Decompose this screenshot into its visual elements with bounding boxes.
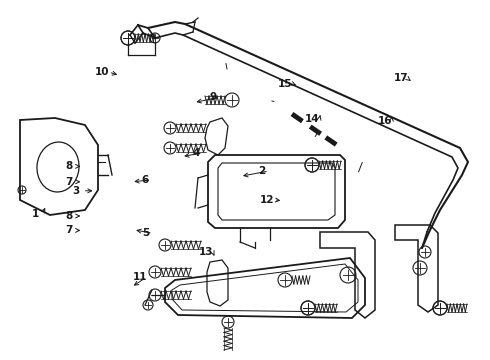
Text: 5: 5	[143, 228, 149, 238]
Text: 11: 11	[132, 272, 147, 282]
Text: 9: 9	[210, 92, 217, 102]
Text: 17: 17	[393, 73, 408, 84]
Text: 8: 8	[65, 161, 72, 171]
Text: 7: 7	[65, 177, 73, 187]
Text: 15: 15	[278, 78, 293, 89]
Text: 10: 10	[95, 67, 109, 77]
Text: 16: 16	[377, 116, 392, 126]
Text: 4: 4	[192, 148, 200, 158]
Text: 8: 8	[65, 211, 72, 221]
Text: 3: 3	[73, 186, 79, 196]
Text: 12: 12	[260, 195, 274, 205]
Text: 13: 13	[198, 247, 213, 257]
Text: 1: 1	[32, 209, 39, 219]
Text: 14: 14	[305, 114, 320, 124]
Text: 7: 7	[65, 225, 73, 235]
Text: 6: 6	[141, 175, 148, 185]
Text: 2: 2	[259, 166, 266, 176]
